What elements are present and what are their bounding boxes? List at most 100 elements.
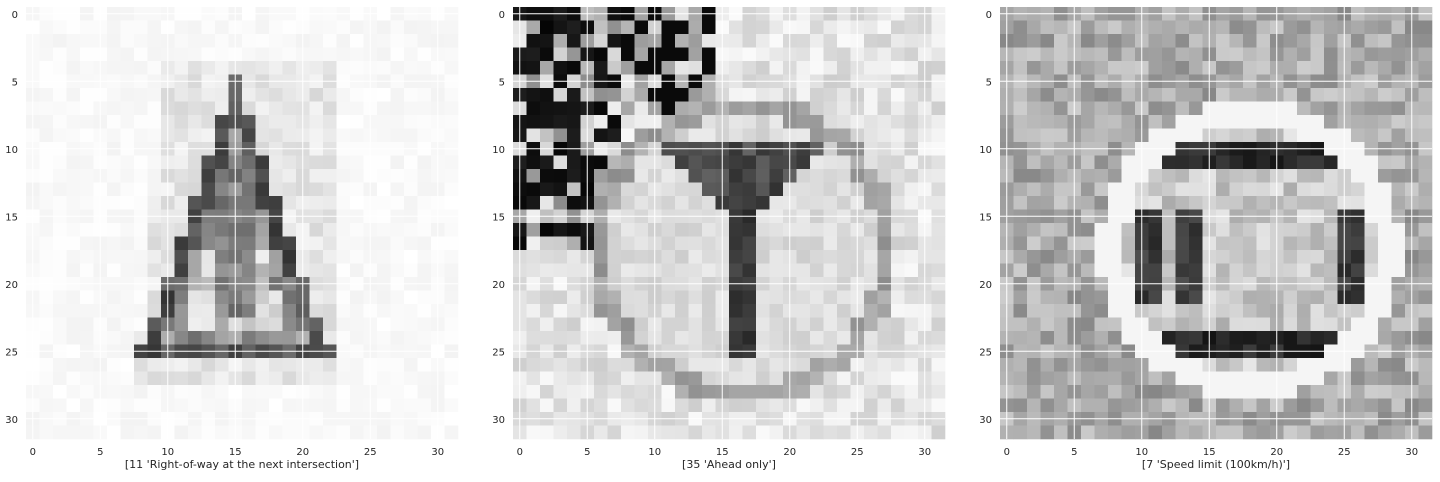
pixel-cell [1351, 196, 1365, 210]
pixel-cell [1229, 34, 1244, 48]
pixel-cell [1418, 236, 1433, 251]
pixel-cell [377, 290, 391, 305]
pixel-cell [661, 20, 676, 35]
pixel-cell [1148, 155, 1163, 170]
pixel-cell [702, 385, 716, 399]
pixel-cell [1108, 385, 1122, 399]
pixel-cell [540, 182, 554, 197]
pixel-cell [1013, 182, 1028, 197]
pixel-cell [891, 371, 905, 386]
pixel-cell [255, 425, 270, 440]
pixel-cell [837, 223, 851, 237]
pixel-cell [1162, 398, 1176, 413]
pixel-cell [147, 290, 162, 305]
pixel-cell [823, 236, 838, 251]
pixel-cell [1243, 34, 1257, 48]
pixel-cell [1283, 20, 1298, 35]
pixel-cell [417, 331, 432, 345]
pixel-cell [823, 358, 838, 372]
pixel-cell [1391, 155, 1406, 170]
pixel-cell [891, 385, 905, 399]
pixel-cell [1121, 317, 1136, 332]
pixel-cell [1148, 182, 1163, 197]
pixel-cell [661, 61, 676, 75]
pixel-cell [904, 155, 919, 170]
pixel-cell [1175, 34, 1190, 48]
pixel-cell [594, 304, 608, 318]
pixel-cell [1175, 88, 1190, 102]
pixel-cell [444, 128, 459, 143]
pixel-cell [567, 371, 581, 386]
pixel-cell [1310, 371, 1325, 386]
pixel-cell [1162, 250, 1176, 264]
pixel-cell [756, 20, 770, 35]
pixel-cell [1175, 196, 1190, 210]
pixel-cell [1324, 101, 1338, 116]
pixel-cell [769, 61, 784, 75]
pixel-cell [242, 425, 256, 440]
pixel-cell [540, 128, 554, 143]
pixel-cell [417, 101, 432, 116]
pixel-cell [594, 115, 608, 129]
pixel-cell [1243, 236, 1257, 251]
pixel-cell [323, 61, 337, 75]
pixel-cell [742, 196, 757, 210]
pixel-cell [1391, 196, 1406, 210]
pixel-cell [1256, 47, 1271, 62]
pixel-cell [417, 34, 432, 48]
pixel-cell [769, 128, 784, 143]
pixel-cell [1189, 250, 1203, 264]
pixel-cell [1378, 358, 1392, 372]
pixel-cell [1040, 358, 1055, 372]
pixel-cell [242, 196, 256, 210]
pixel-cell [1216, 385, 1230, 399]
pixel-cell [282, 223, 297, 237]
pixel-cell [553, 236, 568, 251]
pixel-cell [444, 88, 459, 102]
pixel-cell [174, 385, 189, 399]
pixel-cell [377, 155, 391, 170]
pixel-cell [174, 250, 189, 264]
pixel-cell [323, 223, 337, 237]
pixel-cell [931, 169, 946, 183]
pixel-cell [796, 155, 811, 170]
pixel-cell [174, 304, 189, 318]
pixel-cell [1162, 223, 1176, 237]
pixel-cell [931, 115, 946, 129]
pixel-cell [1175, 425, 1190, 440]
pixel-cell [201, 371, 216, 386]
pixel-cell [1364, 223, 1379, 237]
pixel-cell [837, 47, 851, 62]
pixel-cell [607, 317, 622, 332]
pixel-cell [53, 115, 67, 129]
pixel-cell [201, 88, 216, 102]
pixel-cell [1013, 236, 1028, 251]
pixel-cell [1081, 34, 1095, 48]
pixel-cell [377, 371, 391, 386]
pixel-cell [1054, 358, 1068, 372]
pixel-cell [53, 358, 67, 372]
pixel-cell [309, 61, 324, 75]
pixel-cell [1081, 385, 1095, 399]
pixel-cell [1297, 358, 1311, 372]
pixel-cell [350, 128, 364, 143]
pixel-cell [201, 223, 216, 237]
pixel-cell [1054, 371, 1068, 386]
pixel-cell [702, 20, 716, 35]
pixel-cell [1094, 155, 1109, 170]
pixel-cell [877, 250, 892, 264]
pixel-cell [1229, 88, 1244, 102]
pixel-cell [1148, 290, 1163, 305]
pixel-cell [1364, 250, 1379, 264]
pixel-cell [594, 182, 608, 197]
pixel-cell [390, 115, 405, 129]
pixel-cell [255, 101, 270, 116]
pixel-cell [634, 20, 649, 35]
pixel-cell [269, 196, 283, 210]
pixel-cell [377, 20, 391, 35]
pixel-cell [1310, 263, 1325, 278]
pixel-cell [1297, 263, 1311, 278]
pixel-cell [80, 371, 94, 386]
pixel-cell [417, 304, 432, 318]
